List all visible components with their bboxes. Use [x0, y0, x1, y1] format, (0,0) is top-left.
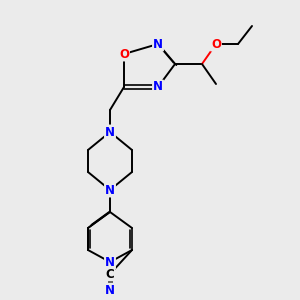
Text: O: O — [119, 47, 129, 61]
Text: C: C — [106, 268, 114, 281]
Text: N: N — [105, 284, 115, 296]
Text: N: N — [153, 80, 163, 94]
Text: N: N — [105, 125, 115, 139]
Text: N: N — [105, 184, 115, 196]
Text: O: O — [211, 38, 221, 50]
Text: N: N — [105, 256, 115, 268]
Text: N: N — [153, 38, 163, 50]
